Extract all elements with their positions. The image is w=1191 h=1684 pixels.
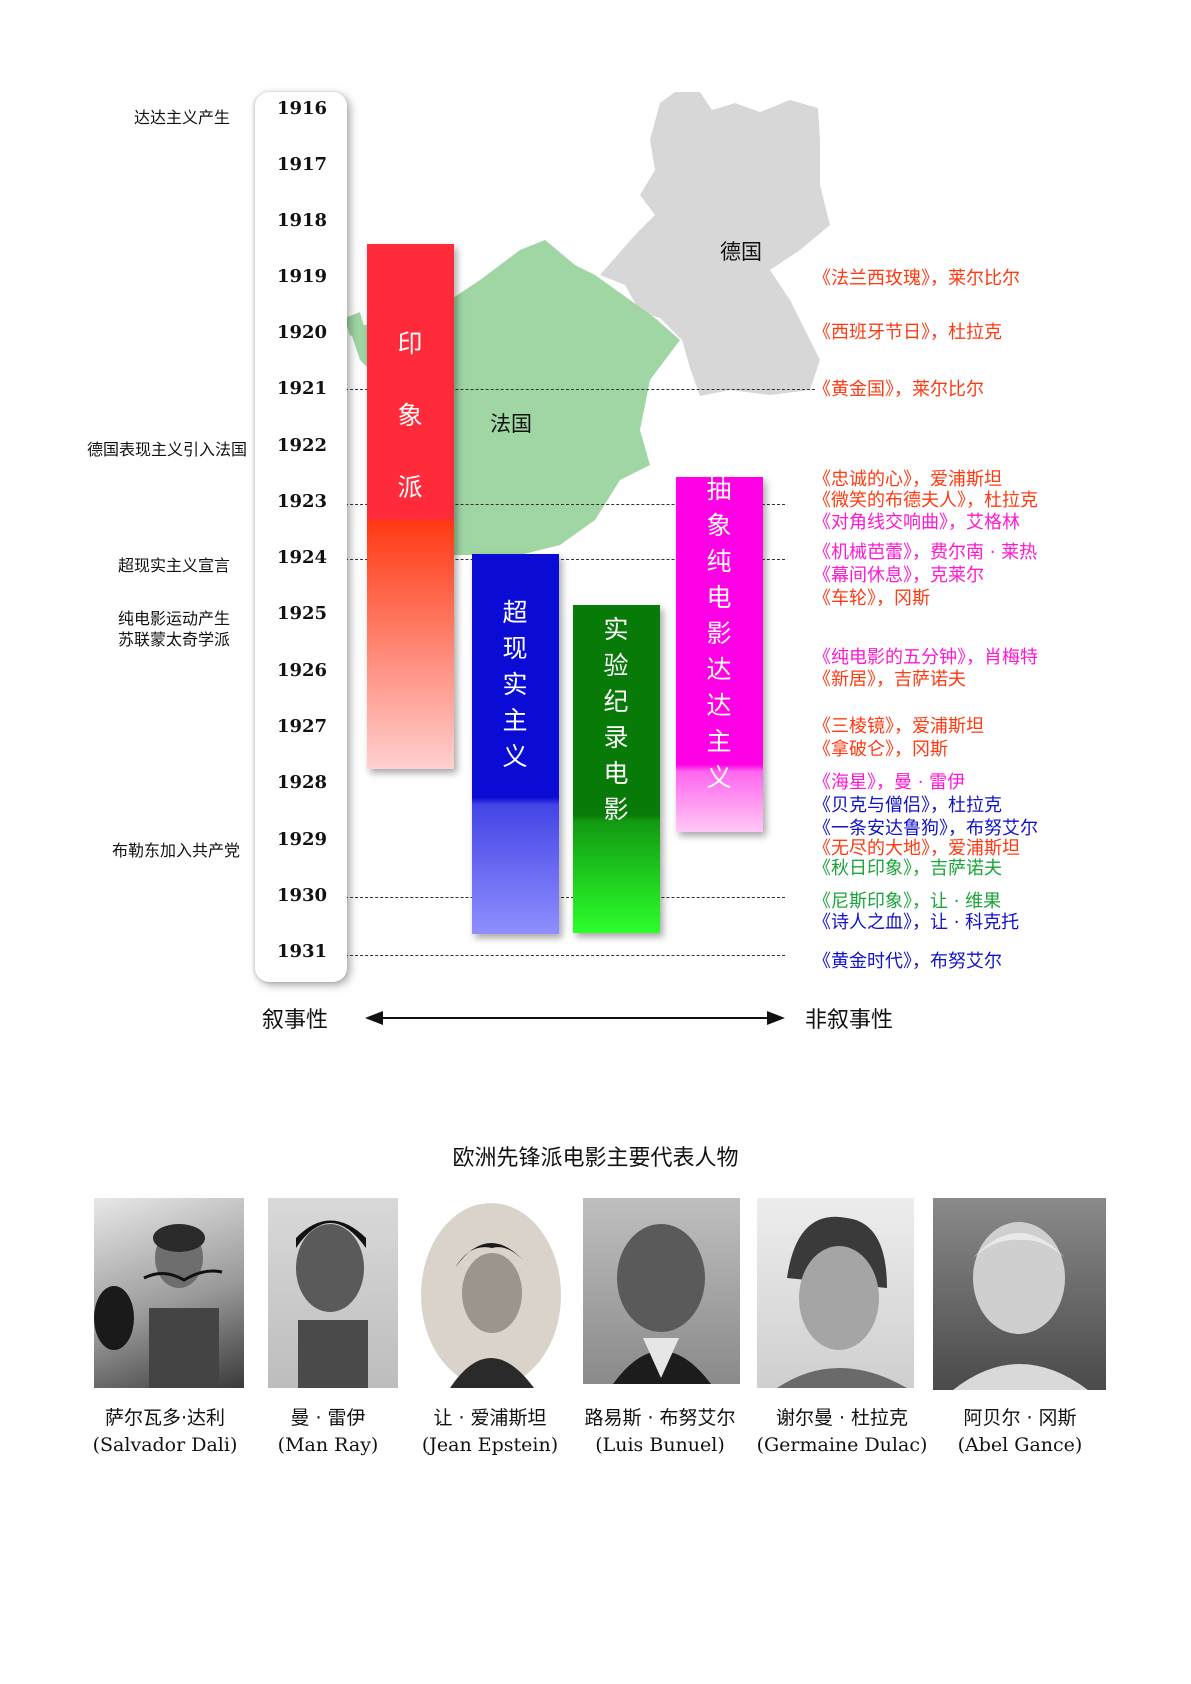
year-timeline-bar — [255, 92, 347, 982]
year-label: 1924 — [276, 547, 328, 568]
film-entry: 《黄金时代》，布努艾尔 — [813, 951, 1002, 972]
portrait-germaine-dulac — [757, 1198, 914, 1388]
film-entry: 《一条安达鲁狗》，布努艾尔 — [813, 818, 1038, 839]
person-name-dali: 萨尔瓦多·达利 (Salvador Dali) — [92, 1407, 238, 1456]
year-label: 1920 — [276, 322, 328, 343]
people-section-title: 欧洲先锋派电影主要代表人物 — [452, 1146, 739, 1171]
film-entry: 《无尽的大地》，爱浦斯坦 — [813, 838, 1020, 859]
film-entry: 《西班牙节日》，杜拉克 — [813, 322, 1002, 343]
person-name-epstein: 让 · 爱浦斯坦 (Jean Epstein) — [421, 1407, 559, 1456]
country-label-germany: 德国 — [720, 240, 762, 264]
film-entry: 《贝克与僧侣》，杜拉克 — [813, 795, 1002, 816]
film-entry: 《忠诚的心》，爱浦斯坦 — [813, 469, 1002, 490]
country-label-france: 法国 — [490, 412, 532, 436]
dashed-line-1921 — [345, 389, 815, 390]
event-soviet-montage: 苏联蒙太奇学派 — [117, 630, 230, 649]
person-name-gance: 阿贝尔 · 冈斯 (Abel Gance) — [957, 1407, 1083, 1456]
germany-map — [600, 92, 830, 396]
film-entry: 《车轮》，冈斯 — [813, 588, 930, 609]
movement-label-abstract: 抽象纯电影达达主义 — [706, 475, 732, 792]
film-entry: 《新居》，吉萨诺夫 — [813, 669, 966, 690]
year-label: 1929 — [276, 829, 328, 850]
portrait-luis-bunuel — [583, 1198, 740, 1384]
dashed-line-1924 — [345, 559, 785, 560]
year-label: 1923 — [276, 491, 328, 512]
person-name-man-ray: 曼 · 雷伊 (Man Ray) — [277, 1407, 379, 1456]
dashed-line-1923 — [345, 504, 785, 505]
narrative-axis-arrow — [365, 1011, 785, 1025]
year-label: 1930 — [276, 885, 328, 906]
film-entry: 《诗人之血》，让 · 科克托 — [813, 912, 1020, 933]
film-entry: 《幕间休息》，克莱尔 — [813, 565, 984, 586]
portrait-man-ray — [268, 1198, 398, 1388]
france-map-edge — [345, 312, 365, 336]
person-name-dulac: 谢尔曼 · 杜拉克 (Germaine Dulac) — [756, 1407, 928, 1456]
film-entry: 《对角线交响曲》，艾格林 — [813, 512, 1020, 533]
movement-label-documentary: 实验纪录电影 — [603, 615, 629, 824]
event-expressionism: 德国表现主义引入法国 — [86, 440, 247, 459]
film-entry: 《微笑的布德夫人》，杜拉克 — [813, 490, 1038, 511]
film-entry: 《拿破仑》，冈斯 — [813, 739, 948, 760]
axis-label-narrative: 叙事性 — [262, 1008, 329, 1033]
film-entry: 《机械芭蕾》，费尔南 · 莱热 — [813, 542, 1038, 563]
event-breton: 布勒东加入共产党 — [111, 841, 240, 860]
year-label: 1931 — [276, 941, 328, 962]
event-pure-cinema: 纯电影运动产生 — [117, 609, 230, 628]
year-label: 1925 — [276, 603, 328, 624]
portrait-abel-gance — [933, 1198, 1106, 1390]
event-dada: 达达主义产生 — [133, 108, 230, 127]
dashed-line-1931 — [345, 955, 785, 956]
film-entry: 《秋日印象》，吉萨诺夫 — [813, 858, 1002, 879]
year-label: 1926 — [276, 660, 328, 681]
event-surrealist-manifesto: 超现实主义宣言 — [117, 556, 230, 575]
year-label: 1927 — [276, 716, 328, 737]
year-label: 1918 — [276, 210, 328, 231]
year-label: 1916 — [276, 98, 328, 119]
axis-label-non-narrative: 非叙事性 — [805, 1008, 894, 1033]
year-label: 1917 — [276, 154, 328, 175]
movement-label-surrealism: 超现实主义 — [502, 598, 528, 771]
film-entry: 《纯电影的五分钟》，肖梅特 — [813, 647, 1038, 668]
movement-block-impressionism — [367, 244, 454, 769]
movement-label-impressionism: 印象派 — [397, 329, 423, 502]
movement-block-surrealism — [472, 554, 559, 934]
year-label: 1928 — [276, 772, 328, 793]
film-entry: 《尼斯印象》，让 · 维果 — [813, 891, 1002, 912]
year-label: 1922 — [276, 435, 328, 456]
movement-block-abstract — [676, 477, 763, 832]
dashed-line-1930 — [345, 897, 785, 898]
film-entry: 《三棱镜》，爱浦斯坦 — [813, 716, 984, 737]
movement-block-documentary — [573, 605, 660, 933]
portrait-jean-epstein — [420, 1198, 562, 1388]
portrait-salvador-dali — [94, 1198, 244, 1388]
year-label: 1921 — [276, 378, 328, 399]
person-name-bunuel: 路易斯 · 布努艾尔 (Luis Bunuel) — [584, 1407, 736, 1456]
film-entry: 《海星》，曼 · 雷伊 — [813, 772, 966, 793]
film-entry: 《法兰西玫瑰》，莱尔比尔 — [813, 268, 1020, 289]
year-label: 1919 — [276, 266, 328, 287]
film-entry: 《黄金国》，莱尔比尔 — [813, 379, 984, 400]
